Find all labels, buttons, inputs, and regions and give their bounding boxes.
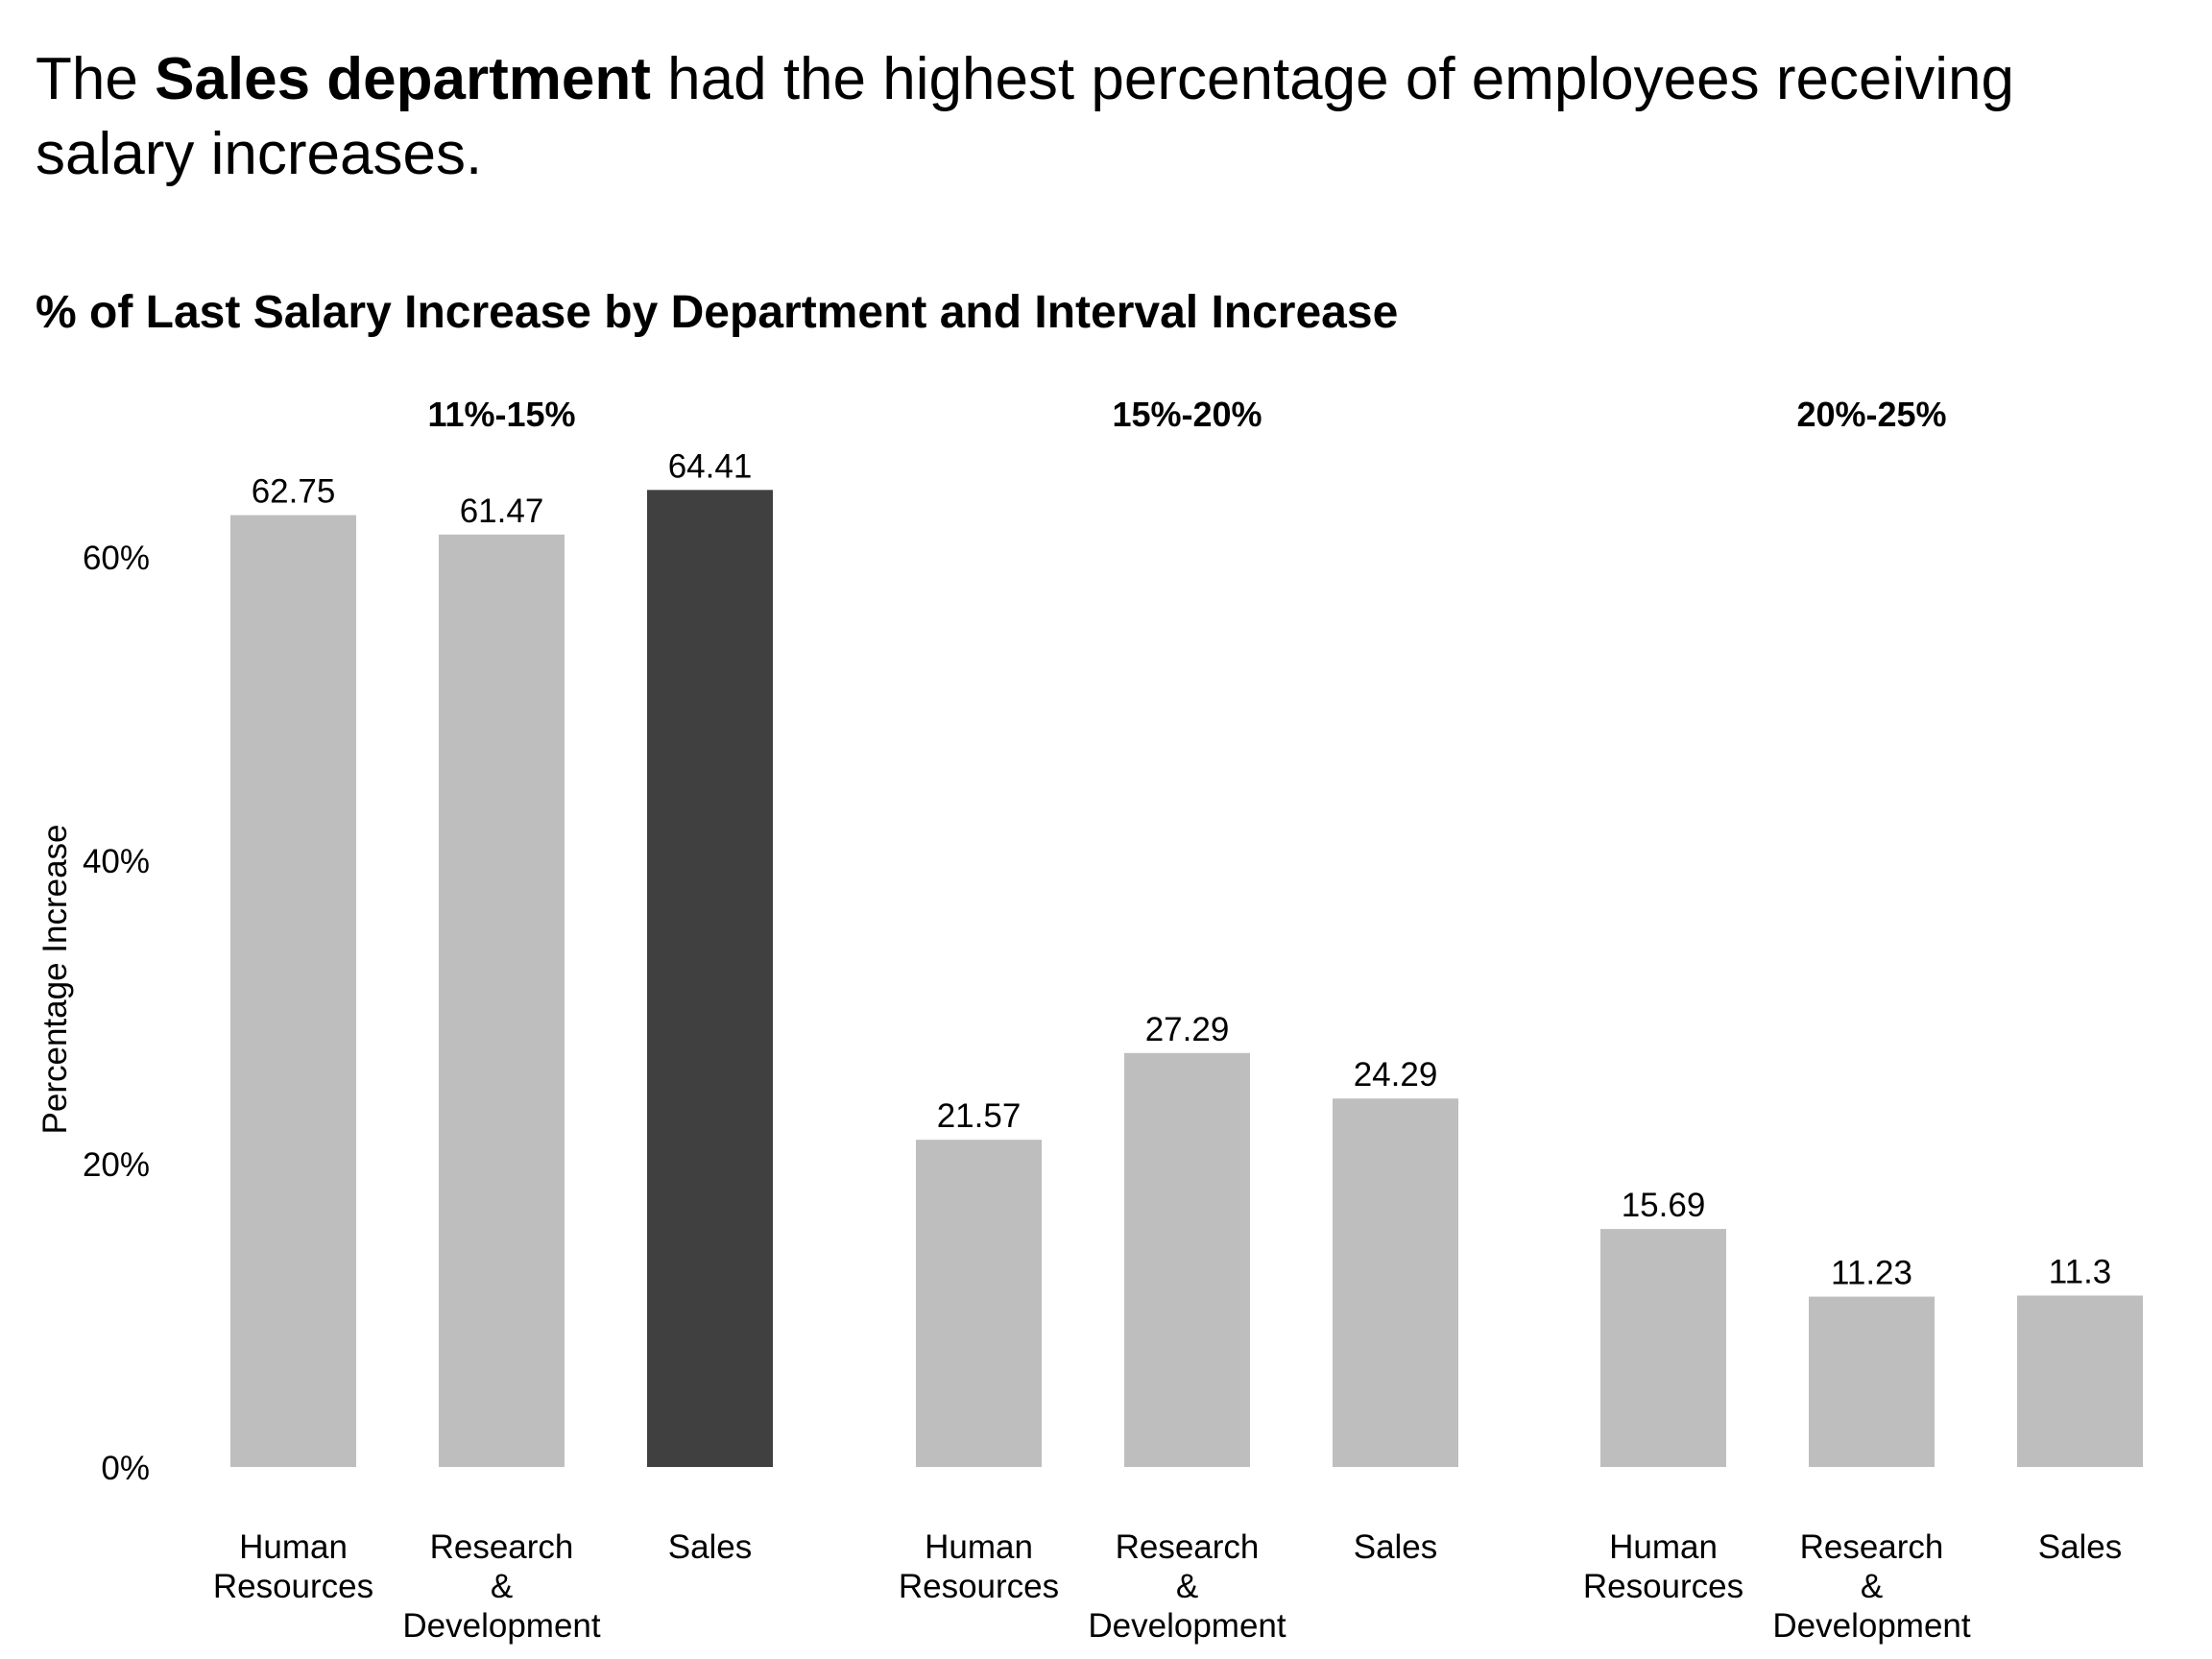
x-tick-label-line: Development xyxy=(1088,1607,1286,1645)
x-tick-label-line: Human xyxy=(925,1528,1033,1566)
x-tick-label: Sales xyxy=(1354,1528,1438,1566)
headline: The Sales department had the highest per… xyxy=(36,42,2176,192)
x-tick-label-line: Sales xyxy=(668,1528,753,1566)
x-tick-label-line: Resources xyxy=(1583,1568,1743,1605)
x-tick-label: Sales xyxy=(668,1528,753,1566)
x-tick-label: Human Resources xyxy=(899,1528,1059,1605)
panel-label: 20%-25% xyxy=(1796,395,1946,434)
panel-label: 15%-20% xyxy=(1112,395,1262,434)
bar xyxy=(439,534,565,1467)
bar xyxy=(230,515,356,1467)
bar-value-label: 21.57 xyxy=(937,1097,1022,1135)
x-tick-label-line: Development xyxy=(402,1607,600,1645)
y-tick-label: 0% xyxy=(101,1450,150,1487)
bar xyxy=(1600,1229,1726,1467)
x-tick-label-line: Research xyxy=(1800,1528,1944,1566)
bar-value-label: 62.75 xyxy=(252,473,336,511)
x-tick-label: Human Resources xyxy=(213,1528,373,1605)
x-tick-label-line: Resources xyxy=(213,1568,373,1605)
x-tick-label-line: Human xyxy=(1609,1528,1718,1566)
x-tick-label: Research & Development xyxy=(402,1528,600,1645)
bar xyxy=(1124,1052,1250,1467)
y-tick-label: 60% xyxy=(83,540,150,577)
y-tick-label: 20% xyxy=(83,1146,150,1184)
x-tick-label-line: Research xyxy=(430,1528,574,1566)
headline-suffix: had the highest percentage of employees … xyxy=(36,46,2014,187)
bar xyxy=(1333,1098,1458,1467)
bar xyxy=(647,490,773,1467)
x-tick-label: Research & Development xyxy=(1088,1528,1286,1645)
y-tick-label: 40% xyxy=(83,843,150,880)
x-tick-label-line: Development xyxy=(1772,1607,1970,1645)
chart-title: % of Last Salary Increase by Department … xyxy=(36,287,1399,338)
x-tick-label: Research & Development xyxy=(1772,1528,1970,1645)
x-tick-label-line: Sales xyxy=(1354,1528,1438,1566)
bar-value-label: 61.47 xyxy=(460,493,544,530)
x-tick-label: Human Resources xyxy=(1583,1528,1743,1605)
bar xyxy=(1809,1296,1935,1467)
x-tick-label-line: Research xyxy=(1116,1528,1260,1566)
headline-prefix: The xyxy=(36,46,156,112)
bar-value-label: 27.29 xyxy=(1145,1011,1230,1048)
bar xyxy=(2017,1295,2143,1467)
x-tick-label: Sales xyxy=(2038,1528,2123,1566)
bar-value-label: 64.41 xyxy=(668,447,753,485)
bar-value-label: 11.23 xyxy=(1831,1255,1912,1292)
bar xyxy=(916,1140,1042,1467)
x-tick-label-line: Resources xyxy=(899,1568,1059,1605)
bar-value-label: 11.3 xyxy=(2049,1253,2112,1290)
bar-value-label: 15.69 xyxy=(1622,1187,1706,1224)
x-tick-label-line: & xyxy=(1176,1568,1198,1605)
y-axis-title: Percentage Increase xyxy=(36,825,74,1135)
x-tick-label-line: & xyxy=(491,1568,513,1605)
headline-emphasis: Sales department xyxy=(155,46,651,112)
x-tick-label-line: Human xyxy=(239,1528,348,1566)
x-tick-label-line: Sales xyxy=(2038,1528,2123,1566)
bar-value-label: 24.29 xyxy=(1354,1056,1438,1094)
x-tick-label-line: & xyxy=(1861,1568,1883,1605)
panel-label: 11%-15% xyxy=(427,395,575,434)
